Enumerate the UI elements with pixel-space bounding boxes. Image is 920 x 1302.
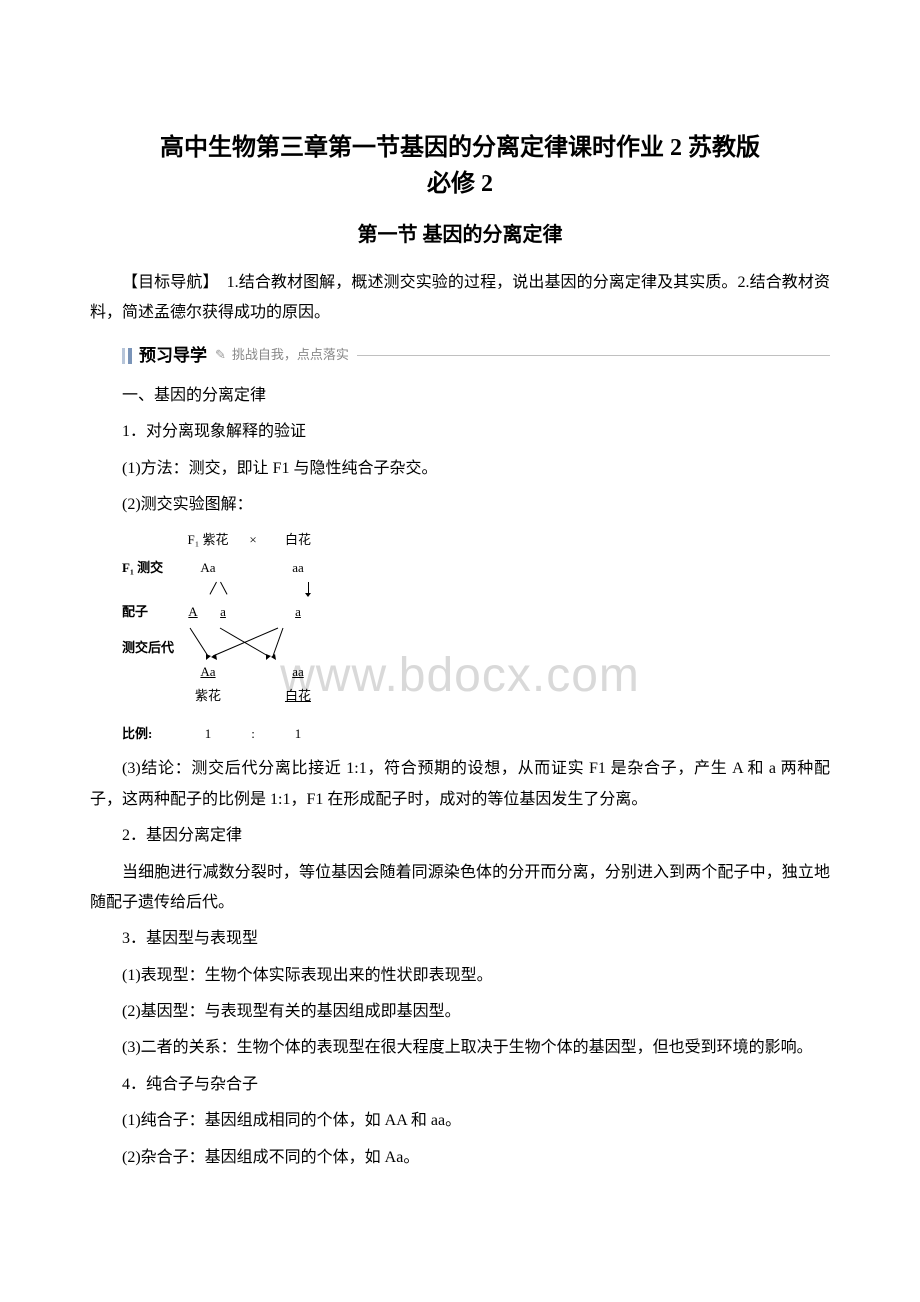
split-arrow-icon [198, 582, 238, 598]
diagram-genotype: Aa [178, 556, 238, 581]
item-3-1: (1)表现型：生物个体实际表现出来的性状即表现型。 [90, 961, 830, 991]
pencil-icon: ✎ [215, 343, 226, 368]
preview-label: 预习导学 [139, 340, 207, 372]
preview-subtext: 挑战自我，点点落实 [232, 343, 349, 368]
crossing-lines-icon [178, 626, 308, 662]
item-1-1: (1)方法：测交，即让 F1 与隐性纯合子杂交。 [90, 454, 830, 484]
arrow-down-icon [288, 582, 328, 598]
preview-marker-icon [122, 348, 125, 364]
diagram-cross-symbol: × [238, 528, 268, 553]
diagram-header-right: 白花 [268, 528, 328, 553]
diagram-row-label: 比例: [122, 722, 178, 747]
item-3: 3．基因型与表现型 [90, 924, 830, 954]
preview-marker-icon [128, 348, 132, 364]
document-content: 高中生物第三章第一节基因的分离定律课时作业 2 苏教版 必修 2 第一节 基因的… [90, 130, 830, 1173]
diagram-ratio-colon: : [238, 722, 268, 747]
document-subtitle: 第一节 基因的分离定律 [90, 216, 830, 254]
diagram-row-label: 测交后代 [122, 626, 178, 661]
diagram-gamete: a [268, 600, 328, 625]
diagram-ratio: 1 [268, 722, 328, 747]
section-heading-1: 一、基因的分离定律 [90, 381, 830, 411]
diagram-row-label: F₁ 测交 [122, 556, 178, 581]
diagram-offspring-genotype: aa [268, 660, 328, 685]
objectives-paragraph: 【目标导航】 1.结合教材图解，概述测交实验的过程，说出基因的分离定律及其实质。… [90, 268, 830, 329]
item-4-2: (2)杂合子：基因组成不同的个体，如 Aa。 [90, 1143, 830, 1173]
item-1: 1．对分离现象解释的验证 [90, 417, 830, 447]
diagram-header-left: F₁ 紫花 [178, 528, 238, 553]
item-1-3: (3)结论：测交后代分离比接近 1:1，符合预期的设想，从而证实 F1 是杂合子… [90, 754, 830, 815]
item-2-text: 当细胞进行减数分裂时，等位基因会随着同源染色体的分开而分离，分别进入到两个配子中… [90, 858, 830, 919]
item-3-3: (3)二者的关系：生物个体的表现型在很大程度上取决于生物个体的基因型，但也受到环… [90, 1033, 830, 1063]
diagram-ratio: 1 [178, 722, 238, 747]
item-2: 2．基因分离定律 [90, 821, 830, 851]
document-title: 高中生物第三章第一节基因的分离定律课时作业 2 苏教版 必修 2 [90, 130, 830, 202]
title-line-2: 必修 2 [427, 171, 493, 197]
diagram-gamete: A [178, 600, 208, 625]
item-1-2: (2)测交实验图解： [90, 490, 830, 520]
title-line-1: 高中生物第三章第一节基因的分离定律课时作业 2 苏教版 [160, 135, 760, 161]
divider-line [357, 355, 830, 356]
diagram-phenotype: 白花 [268, 684, 328, 709]
diagram-gamete: a [208, 600, 238, 625]
item-3-2: (2)基因型：与表现型有关的基因组成即基因型。 [90, 997, 830, 1027]
test-cross-diagram: F₁ 紫花 × 白花 F₁ 测交 Aa aa 配子 A a a 测交后代 [122, 526, 382, 748]
diagram-phenotype: 紫花 [178, 684, 238, 709]
diagram-row-label: 配子 [122, 600, 178, 625]
objectives-label: 【目标导航】 [122, 274, 211, 291]
item-4-1: (1)纯合子：基因组成相同的个体，如 AA 和 aa。 [90, 1106, 830, 1136]
diagram-offspring-genotype: Aa [178, 660, 238, 685]
diagram-genotype: aa [268, 556, 328, 581]
item-4: 4．纯合子与杂合子 [90, 1070, 830, 1100]
preview-section-bar: 预习导学 ✎ 挑战自我，点点落实 [122, 345, 830, 367]
